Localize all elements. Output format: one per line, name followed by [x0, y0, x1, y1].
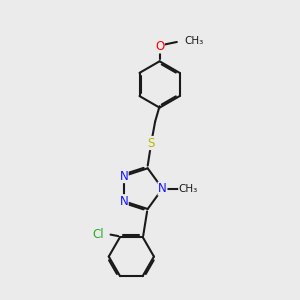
Text: Cl: Cl — [92, 228, 104, 241]
Text: N: N — [119, 169, 128, 183]
Text: CH₃: CH₃ — [184, 36, 203, 46]
Text: O: O — [155, 40, 164, 53]
Text: S: S — [147, 136, 154, 149]
Text: CH₃: CH₃ — [179, 184, 198, 194]
Text: N: N — [119, 195, 128, 208]
Text: N: N — [158, 182, 167, 195]
